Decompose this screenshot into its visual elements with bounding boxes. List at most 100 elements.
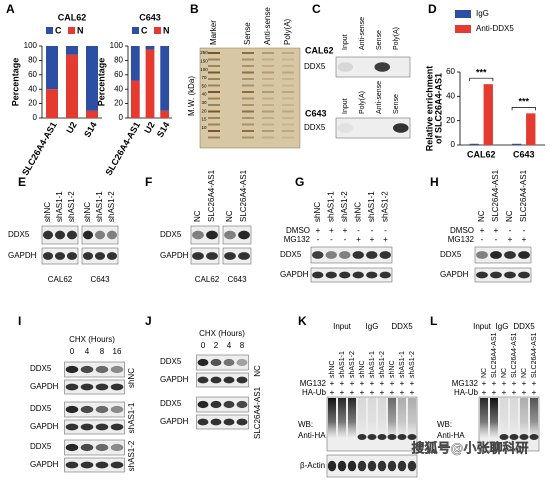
band — [82, 230, 94, 240]
band — [476, 271, 488, 279]
legend-swatch — [132, 27, 139, 34]
gel-band — [208, 78, 220, 80]
lane-label: shNC — [313, 202, 322, 222]
y-tick-label: 40 — [114, 84, 123, 93]
band — [224, 230, 236, 240]
band — [80, 383, 94, 391]
time-label: 8 — [240, 341, 245, 350]
gel-band — [242, 117, 254, 119]
row-label: GAPDH — [160, 375, 189, 384]
gel-band — [242, 65, 254, 67]
treatment-sign: + — [360, 388, 365, 397]
treatment-sign: + — [340, 388, 345, 397]
blot — [64, 379, 125, 395]
treatment-label: MG132 — [452, 379, 479, 388]
header: CHX (Hours) — [69, 335, 115, 344]
group-label: shAS1-1 — [127, 402, 136, 433]
row-label: β-Actin — [300, 461, 325, 470]
blot — [196, 372, 249, 388]
band — [337, 123, 354, 133]
band — [476, 251, 488, 259]
lane-label: NC — [505, 210, 514, 222]
band — [407, 460, 417, 472]
smear — [500, 398, 508, 438]
lane-label: shAS1-1 — [399, 351, 406, 378]
y-tick-label: 80 — [114, 56, 123, 65]
smear — [398, 398, 406, 438]
band — [82, 252, 94, 260]
band — [94, 230, 106, 240]
gel-band — [208, 123, 220, 126]
band — [357, 434, 367, 440]
row-label: GAPDH — [30, 422, 59, 431]
treatment-label: MG132 — [300, 379, 327, 388]
band — [518, 271, 530, 279]
group-header: Input — [333, 322, 352, 331]
group-label: shAS1-2 — [127, 440, 136, 471]
lane-label: shNC — [389, 360, 396, 378]
group-header: DDX5 — [513, 322, 535, 331]
legend-label: N — [163, 25, 170, 35]
treatment-sign: + — [360, 379, 365, 388]
band — [504, 251, 516, 259]
lane-label: Anti-sense — [263, 7, 272, 45]
row-label: DDX5 — [280, 250, 302, 259]
gel-band — [282, 97, 294, 100]
band — [377, 434, 387, 440]
band — [236, 418, 248, 426]
band — [397, 460, 407, 472]
gel-band — [208, 117, 220, 119]
x-tick-label: C643 — [513, 149, 535, 159]
gel-band — [208, 65, 220, 67]
band — [66, 252, 78, 260]
band — [339, 271, 351, 279]
marker-label: 250 — [200, 50, 208, 55]
treatment-sign: - — [509, 226, 512, 235]
treatment-sign: + — [494, 226, 499, 235]
band — [352, 251, 364, 259]
treatment-sign: - — [384, 226, 387, 235]
lane-label: Input — [342, 98, 349, 114]
lane-label: NC — [501, 368, 508, 378]
band — [379, 251, 391, 259]
gel-band — [208, 52, 220, 54]
row-label: DDX5 — [8, 230, 30, 239]
band — [224, 252, 236, 260]
gel-band — [262, 110, 274, 113]
treatment-sign: + — [492, 388, 497, 397]
treatment-sign: + — [330, 388, 335, 397]
treatment-sign: + — [410, 379, 415, 388]
row-label: DDX5 — [30, 404, 52, 413]
smear — [388, 398, 396, 438]
lane-label: SLC26A4-AS1 — [511, 332, 518, 378]
y-tick-label: 0 — [119, 113, 124, 122]
band — [238, 230, 250, 240]
bar-segment — [66, 54, 78, 118]
bar-segment — [145, 46, 155, 50]
gel-band — [208, 136, 220, 139]
lane-label: shNC — [359, 360, 366, 378]
group-header: IgG — [366, 322, 379, 331]
y-tick-label: 80 — [28, 56, 37, 65]
y-tick-label: 100 — [24, 41, 38, 50]
band — [519, 434, 529, 440]
blot — [222, 225, 252, 245]
bar-segment — [160, 110, 170, 118]
gel-band — [262, 65, 274, 67]
group-label: NC — [253, 365, 262, 377]
blot — [64, 361, 125, 378]
row-label: GAPDH — [30, 460, 59, 469]
treatment-sign: + — [340, 379, 345, 388]
band — [197, 376, 209, 384]
y-tick-label: 0 — [33, 113, 38, 122]
lane-label: NC — [477, 210, 486, 222]
x-tick-label: U2 — [64, 120, 78, 135]
bar-segment — [46, 89, 58, 118]
band — [407, 434, 417, 440]
band — [223, 418, 235, 426]
band — [236, 358, 248, 367]
treatment-sign: + — [482, 379, 487, 388]
y-tick-label: 100 — [110, 41, 124, 50]
gel-band — [262, 91, 274, 93]
